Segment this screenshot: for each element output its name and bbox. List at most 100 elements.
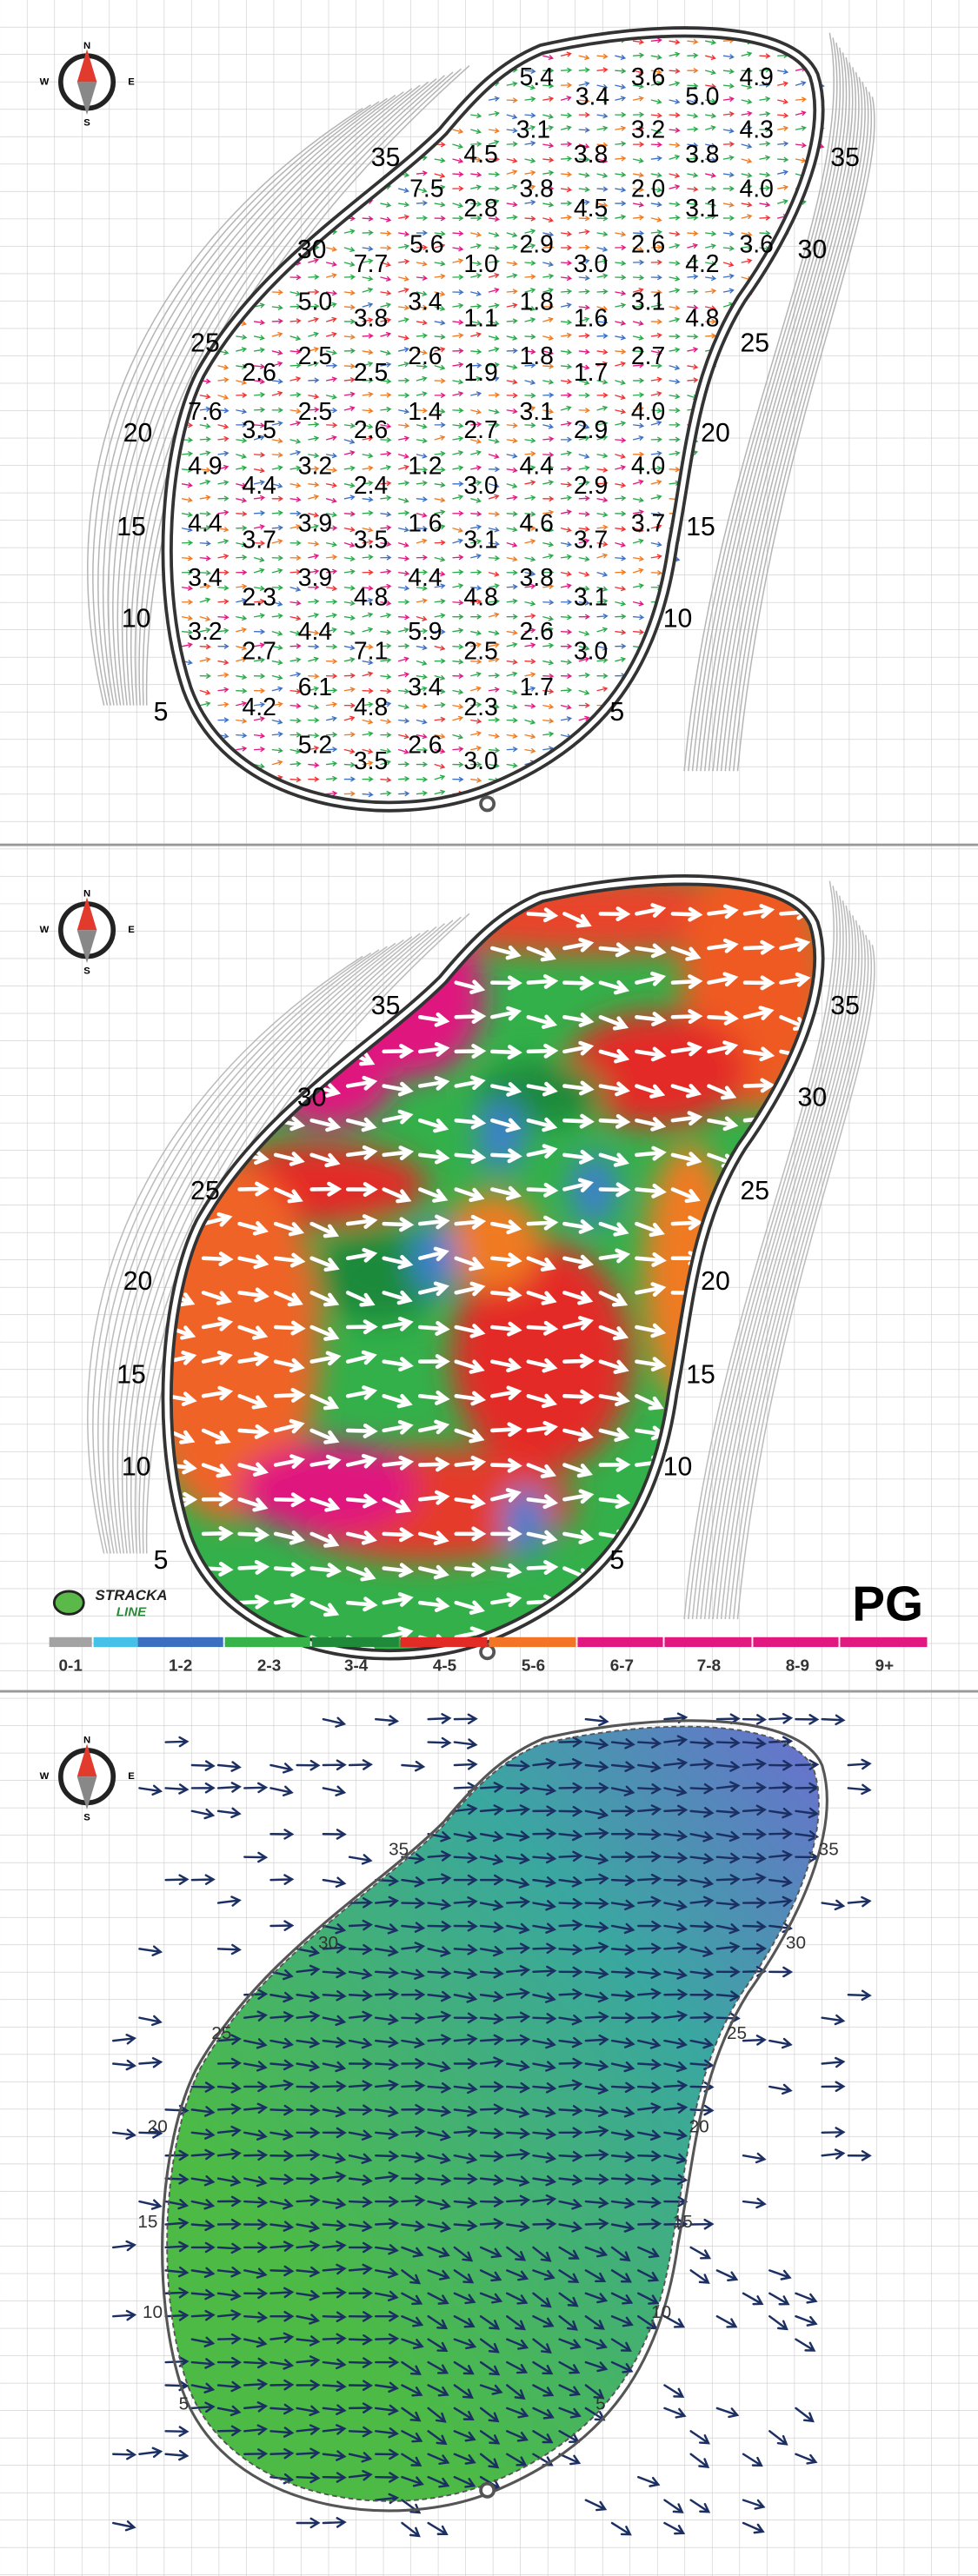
slope-arrow <box>632 202 644 208</box>
slope-arrow <box>524 84 536 90</box>
slope-arrow <box>380 511 392 517</box>
heat-blob <box>442 1192 542 1291</box>
slope-arrow <box>506 467 518 473</box>
contour-line <box>87 107 363 706</box>
slope-arrow <box>596 273 609 279</box>
slope-arrow <box>542 718 555 724</box>
slope-arrow <box>488 362 500 368</box>
slope-arrow <box>325 525 338 531</box>
yardage-label: 5 <box>154 1546 169 1575</box>
slope-arrow <box>236 645 248 651</box>
slope-arrow <box>524 556 536 562</box>
slope-arrow <box>506 659 518 665</box>
slope-arrow <box>558 1782 583 1794</box>
slope-value: 4.5 <box>574 194 608 222</box>
slope-arrow <box>506 1830 530 1842</box>
slope-arrow <box>253 524 265 530</box>
slope-arrow <box>382 1187 412 1204</box>
slope-arrow <box>343 482 356 488</box>
slope-arrow <box>488 392 501 398</box>
slope-arrow <box>199 644 211 650</box>
slope-arrow <box>434 524 446 530</box>
slope-arrow <box>362 216 374 222</box>
slope-arrow <box>201 1251 234 1267</box>
slope-arrow <box>562 1353 595 1369</box>
slope-arrow <box>663 1988 689 2001</box>
slope-arrow <box>427 2081 452 2094</box>
legend-swatch <box>400 1637 488 1648</box>
slope-arrow <box>704 289 717 294</box>
slope-arrow <box>190 2288 216 2300</box>
slope-arrow <box>348 2196 373 2208</box>
slope-arrow <box>670 1009 703 1025</box>
slope-arrow <box>490 1082 522 1097</box>
slope-arrow <box>542 423 555 429</box>
slope-arrow <box>470 184 482 190</box>
slope-arrow <box>560 245 573 251</box>
slope-arrow <box>382 1081 414 1097</box>
slope-arrow <box>637 2196 662 2208</box>
slope-arrow <box>271 407 283 413</box>
slope-arrow <box>253 556 265 562</box>
slope-arrow <box>216 2242 242 2254</box>
slope-arrow <box>452 450 464 456</box>
yardage-label: 5 <box>154 698 169 727</box>
slope-arrow <box>632 142 645 148</box>
slope-arrow <box>289 290 302 296</box>
contour-line <box>92 104 372 706</box>
slope-arrow <box>610 2107 635 2118</box>
slope-arrow <box>273 1454 306 1470</box>
slope-arrow <box>398 761 410 767</box>
slope-arrow <box>452 379 464 385</box>
slope-arrow <box>253 733 266 739</box>
slope-arrow <box>578 656 590 662</box>
slope-arrow <box>216 2125 242 2137</box>
slope-arrow <box>506 598 518 604</box>
slope-arrow <box>610 2521 632 2536</box>
slope-arrow <box>217 585 230 591</box>
slope-arrow <box>217 364 230 370</box>
compass-letter: N <box>83 41 90 51</box>
slope-arrow <box>348 2104 373 2116</box>
slope-arrow <box>416 719 428 725</box>
slope-value: 6.1 <box>298 673 332 700</box>
slope-arrow <box>434 157 446 163</box>
slope-arrow <box>237 1462 269 1477</box>
slope-arrow <box>524 601 536 607</box>
slope-arrow <box>532 1828 557 1840</box>
slope-arrow <box>401 2269 422 2285</box>
slope-arrow <box>217 627 230 634</box>
slope-arrow <box>325 408 338 414</box>
slope-arrow <box>635 1323 667 1338</box>
slope-arrow <box>506 2194 531 2207</box>
slope-arrow <box>345 1423 378 1438</box>
slope-arrow <box>416 703 428 709</box>
slope-arrow <box>560 215 573 221</box>
slope-value: 1.6 <box>574 304 608 332</box>
slope-arrow <box>821 1899 846 1911</box>
slope-arrow <box>526 1081 558 1097</box>
slope-arrow <box>506 642 518 647</box>
slope-arrow <box>615 320 627 326</box>
slope-arrow <box>524 317 536 323</box>
slope-arrow <box>663 1829 689 1842</box>
slope-arrow <box>635 903 667 918</box>
slope-arrow <box>348 2426 373 2438</box>
slope-arrow <box>253 628 266 634</box>
slope-arrow <box>669 155 681 160</box>
slope-arrow <box>663 1942 689 1954</box>
slope-arrow <box>506 527 518 533</box>
slope-arrow <box>454 1214 487 1230</box>
slope-arrow <box>454 1075 486 1091</box>
slope-arrow <box>112 2128 136 2140</box>
slope-arrow <box>199 394 211 400</box>
slope-arrow <box>470 554 482 559</box>
slope-arrow <box>454 1044 487 1059</box>
slope-arrow <box>236 541 248 548</box>
slope-arrow <box>560 614 573 621</box>
slope-arrow <box>453 2475 476 2488</box>
slope-arrow <box>532 2174 557 2187</box>
slope-arrow <box>416 569 429 575</box>
slope-arrow <box>382 1290 413 1305</box>
slope-arrow <box>759 172 771 178</box>
